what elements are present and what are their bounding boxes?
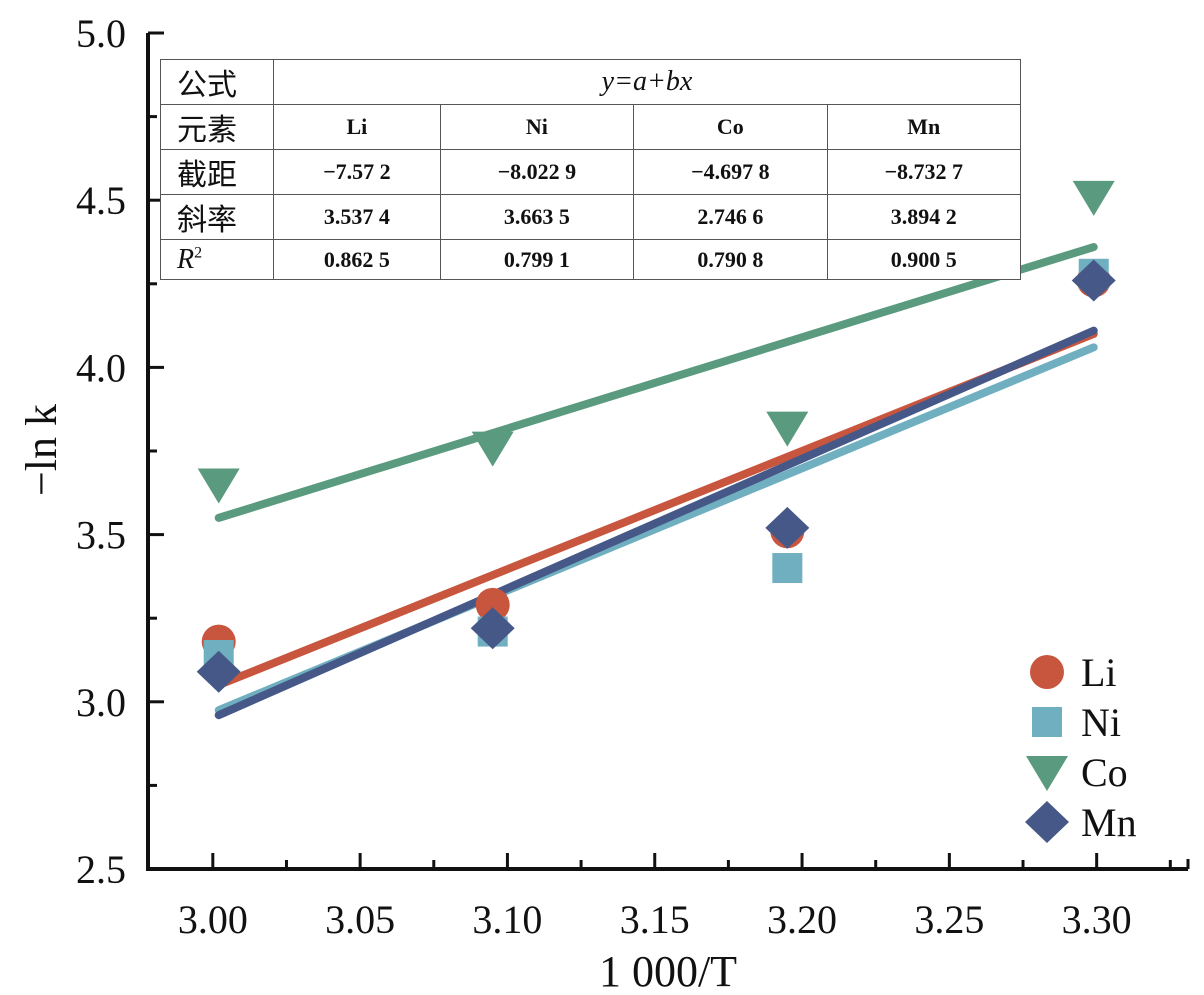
r2-cell: 0.862 5	[273, 239, 441, 280]
slope-label: 斜率	[160, 194, 274, 240]
regression-table: 公式 y=a+bx 元素 Li Ni Co Mn 截距 −7.57 2 −8.0…	[160, 59, 1022, 280]
r2-cell: 0.900 5	[826, 239, 1022, 280]
element-label: 元素	[160, 104, 274, 150]
legend-label-ni: Ni	[1081, 700, 1121, 745]
formula-label: 公式	[160, 59, 274, 105]
y-tick-label: 4.0	[76, 345, 126, 390]
legend-marker-li	[1030, 655, 1064, 689]
intercept-label: 截距	[160, 149, 274, 195]
data-point-mn	[1071, 259, 1116, 302]
data-point-ni	[772, 553, 803, 584]
table-row-formula: 公式 y=a+bx	[160, 59, 1021, 105]
r2-cell: 0.799 1	[439, 239, 635, 280]
data-point-co	[197, 468, 240, 504]
element-cell: Mn	[826, 104, 1022, 150]
x-tick-label: 3.15	[620, 897, 690, 942]
table-row-element: 元素 Li Ni Co Mn	[160, 104, 1022, 150]
legend-label-li: Li	[1081, 650, 1117, 695]
legend: Li Ni Co Mn	[1025, 650, 1137, 845]
x-axis-title: 1 000/T	[599, 947, 737, 995]
r2-label: R2	[160, 239, 274, 280]
fit-line-co	[214, 243, 1098, 522]
data-point-co	[1072, 180, 1115, 216]
slope-cell: 3.894 2	[826, 194, 1022, 240]
intercept-cell: −8.022 9	[439, 149, 635, 195]
element-cell: Li	[273, 104, 441, 150]
data-point-li	[475, 587, 510, 622]
element-cell: Ni	[439, 104, 635, 150]
table-row-slope: 斜率 3.537 4 3.663 5 2.746 6 3.894 2	[160, 194, 1022, 240]
y-tick-label: 3.5	[76, 513, 126, 558]
table-row-r2: R2 0.862 5 0.799 1 0.790 8 0.900 5	[160, 239, 1022, 280]
legend-marker-ni	[1032, 707, 1062, 737]
slope-cell: 2.746 6	[633, 194, 828, 240]
legend-label-co: Co	[1081, 750, 1128, 795]
y-tick-label: 5.0	[76, 11, 126, 56]
y-tick-label: 2.5	[76, 847, 126, 892]
r2-label-sup: 2	[194, 244, 203, 262]
intercept-cell: −4.697 8	[633, 149, 828, 195]
data-point-co	[471, 431, 514, 467]
data-point-mn	[765, 506, 810, 549]
y-tick-label: 3.0	[76, 680, 126, 725]
x-tick-label: 3.10	[472, 897, 542, 942]
x-tick-label: 3.00	[178, 897, 248, 942]
axes: 2.5 3.0 3.5 4.0 4.5 5.0 3.00 3.05 3.10 3.15 3.20 3.…	[76, 11, 1190, 942]
r2-cell: 0.790 8	[633, 239, 828, 280]
element-cell: Co	[633, 104, 828, 150]
x-tick-label: 3.25	[914, 897, 984, 942]
intercept-cell: −8.732 7	[826, 149, 1022, 195]
slope-cell: 3.663 5	[439, 194, 635, 240]
table-row-intercept: 截距 −7.57 2 −8.022 9 −4.697 8 −8.732 7	[160, 149, 1022, 195]
fit-line-mn	[214, 326, 1098, 720]
intercept-cell: −7.57 2	[273, 149, 441, 195]
x-tick-label: 3.20	[767, 897, 837, 942]
r2-label-text: R	[177, 243, 195, 275]
fit-lines	[214, 243, 1098, 720]
legend-marker-mn	[1025, 801, 1069, 843]
x-tick-label: 3.30	[1062, 897, 1132, 942]
legend-marker-co	[1026, 756, 1068, 791]
legend-label-mn: Mn	[1081, 800, 1137, 845]
formula-cell: y=a+bx	[273, 59, 1021, 105]
slope-cell: 3.537 4	[273, 194, 441, 240]
data-point-co	[766, 411, 809, 447]
y-tick-label: 4.5	[76, 178, 126, 223]
data-point-mn	[196, 650, 241, 693]
data-point-mn	[470, 607, 515, 650]
y-axis-title: −ln k	[17, 404, 66, 496]
x-tick-label: 3.05	[325, 897, 395, 942]
data-points	[196, 180, 1116, 693]
